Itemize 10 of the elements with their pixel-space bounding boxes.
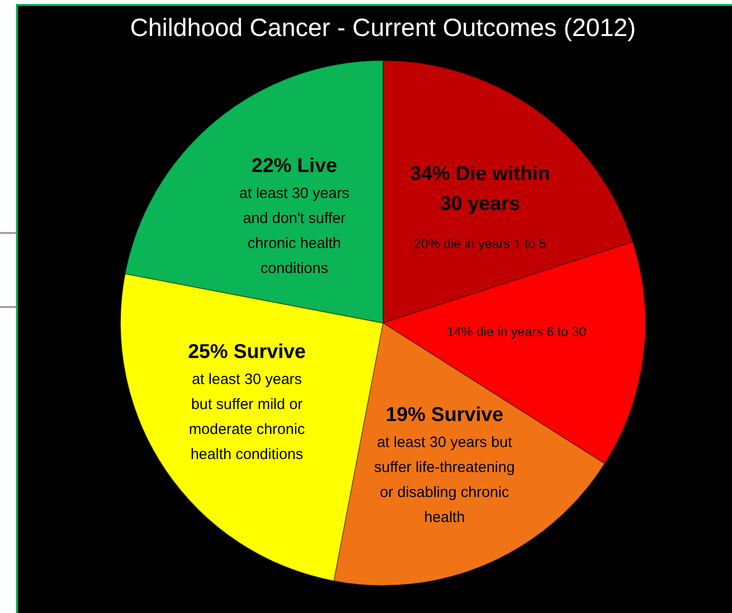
- text: at least 30 years but suffer mild or moderate chronic health conditions: [188, 370, 306, 466]
- text: 34% Die within 30 years: [409, 162, 552, 217]
- slice-label: 25% Survive: [188, 340, 306, 366]
- text: at least 30 years but suffer life-threatening or disabling chronic health: [373, 433, 516, 528]
- slice-label: 20% die in years 1 to 5: [414, 234, 546, 253]
- slice-label: 22% Live: [252, 154, 338, 179]
- slice-label: 14% die in years 6 to 30: [446, 322, 586, 341]
- chart-title: Childhood Cancer - Current Outcomes (2012): [129, 13, 637, 43]
- text: at least 30 years and don't suffer chronic health conditions: [238, 184, 350, 279]
- slice-label: 19% Survive: [386, 403, 504, 428]
